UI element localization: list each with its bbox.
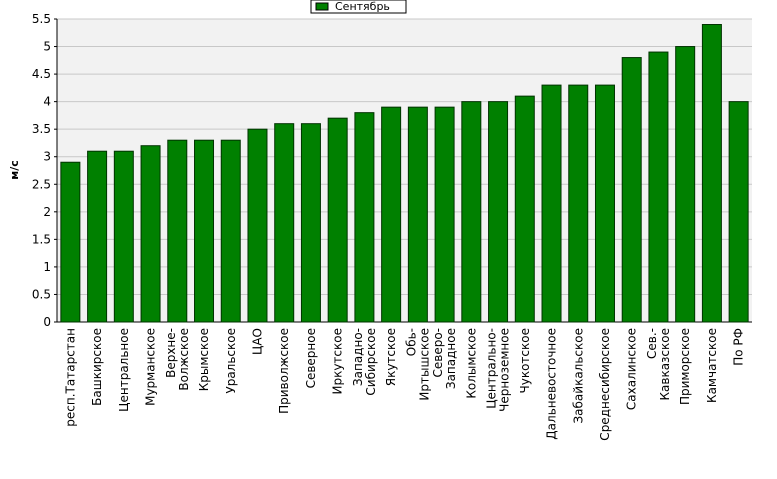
y-tick-label: 1	[43, 260, 51, 274]
y-tick-label: 4	[43, 95, 51, 109]
x-tick-label: респ.Татарстан	[63, 328, 77, 427]
x-tick-label: Якутское	[384, 328, 398, 386]
y-tick-label: 2.5	[32, 177, 51, 191]
bar	[381, 106, 402, 323]
bar	[434, 106, 455, 323]
bar	[247, 128, 268, 323]
x-tick-label: Центрально-Черноземное	[485, 328, 512, 412]
bar	[594, 84, 615, 323]
bar	[60, 161, 81, 323]
bar	[327, 117, 348, 323]
legend-label: Сентябрь	[335, 0, 390, 13]
bar	[541, 84, 562, 323]
x-tick-label: Приволжское	[277, 328, 291, 414]
bar	[621, 57, 642, 323]
y-tick-label: 3.5	[32, 122, 51, 136]
y-tick-label: 3	[43, 150, 51, 164]
x-tick-label: Среднесибирское	[598, 328, 612, 441]
x-tick-label: Башкирское	[90, 328, 104, 406]
x-tick-label: Иркутское	[331, 328, 345, 395]
y-tick-label: 5	[43, 40, 51, 54]
bar	[274, 123, 295, 323]
x-tick-label: Центральное	[117, 328, 131, 412]
bar	[167, 139, 188, 323]
x-tick-label: Обь-Иртышское	[404, 328, 431, 401]
bar	[354, 112, 375, 323]
bar	[194, 139, 215, 323]
bar	[87, 150, 108, 323]
x-tick-label: Чукотское	[518, 328, 532, 393]
y-tick-label: 0	[43, 315, 51, 329]
y-axis-label: м/с	[8, 160, 21, 180]
x-tick-label: Дальневосточное	[545, 328, 559, 440]
bar	[220, 139, 241, 323]
bar	[300, 123, 321, 323]
x-tick-label: Уральское	[224, 328, 238, 394]
y-tick-label: 5.5	[32, 12, 51, 26]
x-tick-label: Северное	[304, 328, 318, 388]
x-tick-label: Верхне-Волжское	[164, 328, 191, 391]
x-tick-label: Западно-Сибирское	[351, 328, 378, 396]
x-tick-label: Приморское	[678, 328, 692, 405]
x-tick-label: Северо-Западное	[431, 328, 458, 389]
x-tick-label: Забайкальское	[571, 328, 585, 424]
x-tick-label: Крымское	[197, 328, 211, 391]
x-tick-label: Сахалинское	[625, 328, 639, 410]
bar	[140, 145, 161, 323]
legend-swatch	[315, 2, 329, 11]
x-tick-label: ЦАО	[250, 328, 264, 355]
y-tick-label: 0.5	[32, 287, 51, 301]
legend-box	[310, 0, 407, 14]
y-tick-label: 4.5	[32, 67, 51, 81]
bar	[648, 51, 669, 323]
x-tick-label: Сев.-Кавказское	[645, 328, 672, 401]
bar	[407, 106, 428, 323]
bar	[488, 101, 509, 323]
bar	[701, 24, 722, 323]
x-tick-label: По РФ	[732, 328, 746, 366]
bar	[514, 95, 535, 323]
bar	[568, 84, 589, 323]
bar	[728, 101, 749, 323]
bar	[461, 101, 482, 323]
x-tick-label: Мурманское	[144, 328, 158, 406]
y-tick-label: 1.5	[32, 232, 51, 246]
y-tick-label: 2	[43, 205, 51, 219]
x-tick-label: Камчатское	[705, 328, 719, 403]
bar	[113, 150, 134, 323]
bar	[675, 46, 696, 323]
plot-area	[57, 19, 752, 322]
x-tick-label: Колымское	[464, 328, 478, 399]
